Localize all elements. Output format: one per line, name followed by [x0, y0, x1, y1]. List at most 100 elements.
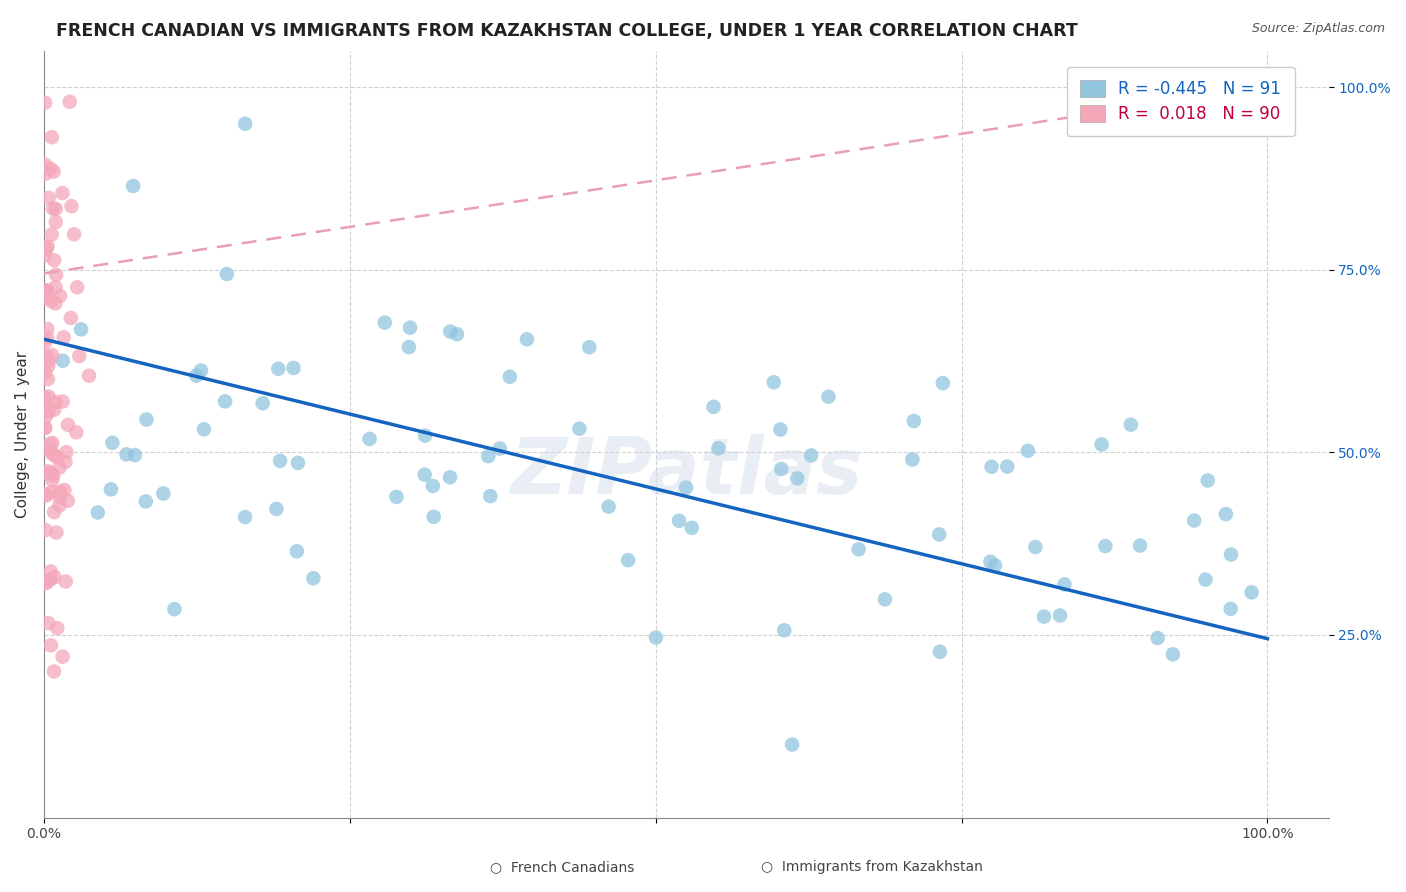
Point: [1119, 417, 1142, 432]
Point: [135, 412, 157, 426]
Point: [762, 376, 785, 390]
Point: [479, 489, 502, 503]
Point: [668, 514, 690, 528]
Point: [42, 468, 65, 483]
Point: [45, 395, 67, 409]
Text: FRENCH CANADIAN VS IMMIGRANTS FROM KAZAKHSTAN COLLEGE, UNDER 1 YEAR CORRELATION : FRENCH CANADIAN VS IMMIGRANTS FROM KAZAK…: [56, 22, 1078, 40]
Point: [52, 353, 75, 368]
Point: [52, 330, 75, 344]
Point: [1197, 474, 1219, 488]
Point: [769, 422, 792, 436]
Point: [1220, 548, 1243, 562]
Point: [77, 368, 100, 383]
Point: [42, 164, 65, 178]
Point: [63, 227, 86, 242]
Point: [44, 296, 66, 310]
Point: [34, 420, 56, 434]
Point: [903, 414, 925, 428]
Point: [52, 394, 75, 409]
Point: [422, 509, 444, 524]
Point: [1091, 437, 1114, 451]
Point: [439, 470, 461, 484]
Point: [413, 467, 436, 482]
Point: [34, 95, 56, 110]
Point: [41, 436, 63, 450]
Point: [41, 227, 63, 242]
Text: ○  French Canadians: ○ French Canadians: [491, 860, 634, 874]
Point: [233, 117, 256, 131]
Point: [267, 361, 290, 376]
Point: [55, 445, 77, 459]
Point: [1182, 514, 1205, 528]
Point: [42, 665, 65, 679]
Point: [67, 349, 90, 363]
Point: [1024, 540, 1046, 554]
Point: [359, 432, 381, 446]
Point: [51, 186, 73, 200]
Point: [37, 331, 59, 345]
Point: [422, 479, 444, 493]
Point: [489, 442, 512, 456]
Point: [87, 506, 110, 520]
Point: [45, 268, 67, 282]
Point: [41, 484, 63, 499]
Point: [37, 404, 59, 418]
Point: [100, 483, 122, 497]
Point: [928, 527, 950, 541]
Point: [124, 448, 146, 462]
Point: [817, 390, 839, 404]
Point: [37, 575, 59, 590]
Text: ZIPatlas: ZIPatlas: [510, 434, 862, 510]
Point: [34, 285, 56, 300]
Point: [374, 316, 396, 330]
Point: [413, 428, 436, 442]
Point: [45, 215, 67, 229]
Point: [929, 645, 952, 659]
Point: [49, 485, 72, 500]
Point: [46, 450, 69, 465]
Point: [49, 289, 72, 303]
Point: [35, 576, 58, 591]
Point: [1146, 631, 1168, 645]
Point: [578, 340, 600, 354]
Point: [35, 409, 58, 424]
Point: [1215, 507, 1237, 521]
Point: [41, 130, 63, 145]
Text: Source: ZipAtlas.com: Source: ZipAtlas.com: [1251, 22, 1385, 36]
Point: [45, 280, 67, 294]
Point: [34, 390, 56, 404]
Point: [780, 738, 803, 752]
Point: [39, 161, 62, 176]
Point: [34, 158, 56, 172]
Point: [34, 421, 56, 435]
Point: [873, 592, 896, 607]
Point: [439, 325, 461, 339]
Point: [1017, 443, 1039, 458]
Point: [51, 649, 73, 664]
Point: [1194, 573, 1216, 587]
Point: [266, 502, 288, 516]
Point: [122, 179, 145, 194]
Point: [995, 459, 1018, 474]
Point: [35, 283, 58, 297]
Point: [287, 456, 309, 470]
Point: [41, 446, 63, 460]
Point: [55, 455, 77, 469]
Point: [39, 572, 62, 586]
Point: [37, 372, 59, 386]
Point: [34, 292, 56, 306]
Point: [39, 638, 62, 652]
Point: [34, 523, 56, 537]
Point: [135, 494, 157, 508]
Point: [59, 310, 82, 325]
Point: [39, 565, 62, 579]
Y-axis label: College, Under 1 year: College, Under 1 year: [15, 351, 30, 517]
Point: [35, 349, 58, 363]
Point: [41, 293, 63, 308]
Point: [37, 467, 59, 481]
Point: [34, 335, 56, 350]
Point: [901, 452, 924, 467]
Point: [446, 327, 468, 342]
Legend: R = -0.445   N = 91, R =  0.018   N = 90: R = -0.445 N = 91, R = 0.018 N = 90: [1067, 67, 1295, 136]
Point: [152, 486, 174, 500]
